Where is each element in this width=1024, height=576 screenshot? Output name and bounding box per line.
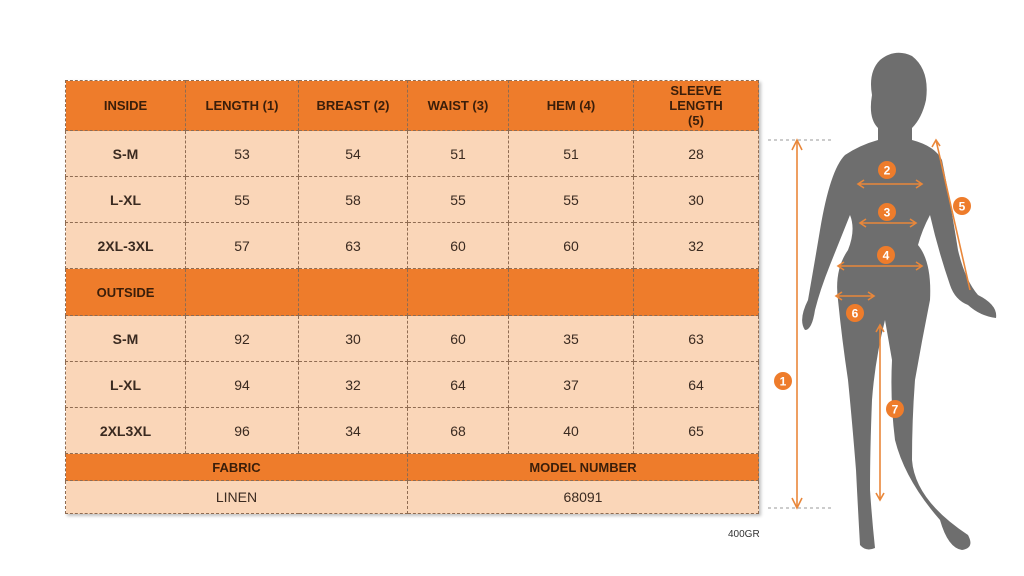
marker-circle [846,304,864,322]
section-row: OUTSIDE [65,268,759,316]
table-cell: 32 [633,222,759,269]
table-cell: 92 [185,315,299,362]
data-row: L-XL 94 32 64 37 64 [65,361,759,408]
table-cell: 55 [508,176,634,223]
marker-label: 5 [959,200,966,214]
table-cell: 63 [298,222,408,269]
weight-note: 400GR [728,529,760,540]
table-cell: 94 [185,361,299,408]
table-cell: S-M [65,130,186,177]
marker-label: 2 [884,164,891,178]
header-row: INSIDE LENGTH (1) BREAST (2) WAIST (3) HEM (… [65,80,759,131]
table-cell: 30 [633,176,759,223]
table-cell: 55 [185,176,299,223]
table-cell: 51 [407,130,509,177]
table-cell: 51 [508,130,634,177]
measure-lines [768,138,971,510]
table-cell: L-XL [65,176,186,223]
table-cell: 34 [298,407,408,454]
table-cell: 30 [298,315,408,362]
marker-label: 1 [780,375,787,389]
silhouette [802,52,997,551]
table-cell [298,268,408,316]
table-cell: 40 [508,407,634,454]
table-cell: 28 [633,130,759,177]
table-cell [185,268,299,316]
marker-label: 6 [852,307,859,321]
marker-circle [878,203,896,221]
table-cell: 54 [298,130,408,177]
table-cell: SLEEVE LENGTH (5) [633,80,759,131]
table-cell: OUTSIDE [65,268,186,316]
data-row: L-XL 55 58 55 55 30 [65,176,759,223]
table-cell: WAIST (3) [407,80,509,131]
marker-label: 7 [892,403,899,417]
marker-circle [774,372,792,390]
table-cell: 60 [407,222,509,269]
footer-row: LINEN 68091 [65,480,759,514]
table-cell: 32 [298,361,408,408]
data-row: S-M 53 54 51 51 28 [65,130,759,177]
table-cell: 37 [508,361,634,408]
data-row: S-M 92 30 60 35 63 [65,315,759,362]
table-cell: S-M [65,315,186,362]
table-cell: 68 [407,407,509,454]
table-cell: 64 [633,361,759,408]
marker-circle [886,400,904,418]
table-cell: INSIDE [65,80,186,131]
table-cell: 58 [298,176,408,223]
marker-circle [877,246,895,264]
marker-label: 4 [883,249,890,263]
table-cell: 65 [633,407,759,454]
table-cell: 60 [407,315,509,362]
size-table: INSIDE LENGTH (1) BREAST (2) WAIST (3) HEM (… [65,80,759,514]
marker-circle [878,161,896,179]
marker-circle [953,197,971,215]
table-cell: 63 [633,315,759,362]
data-row: 2XL-3XL 57 63 60 60 32 [65,222,759,269]
table-cell: MODEL NUMBER [407,453,759,481]
table-cell: 68091 [407,480,759,514]
table-cell: LINEN [65,480,408,514]
data-row: 2XL3XL 96 34 68 40 65 [65,407,759,454]
table-cell: 96 [185,407,299,454]
table-cell: HEM (4) [508,80,634,131]
table-cell: 2XL3XL [65,407,186,454]
marker-label: 3 [884,206,891,220]
table-cell [633,268,759,316]
